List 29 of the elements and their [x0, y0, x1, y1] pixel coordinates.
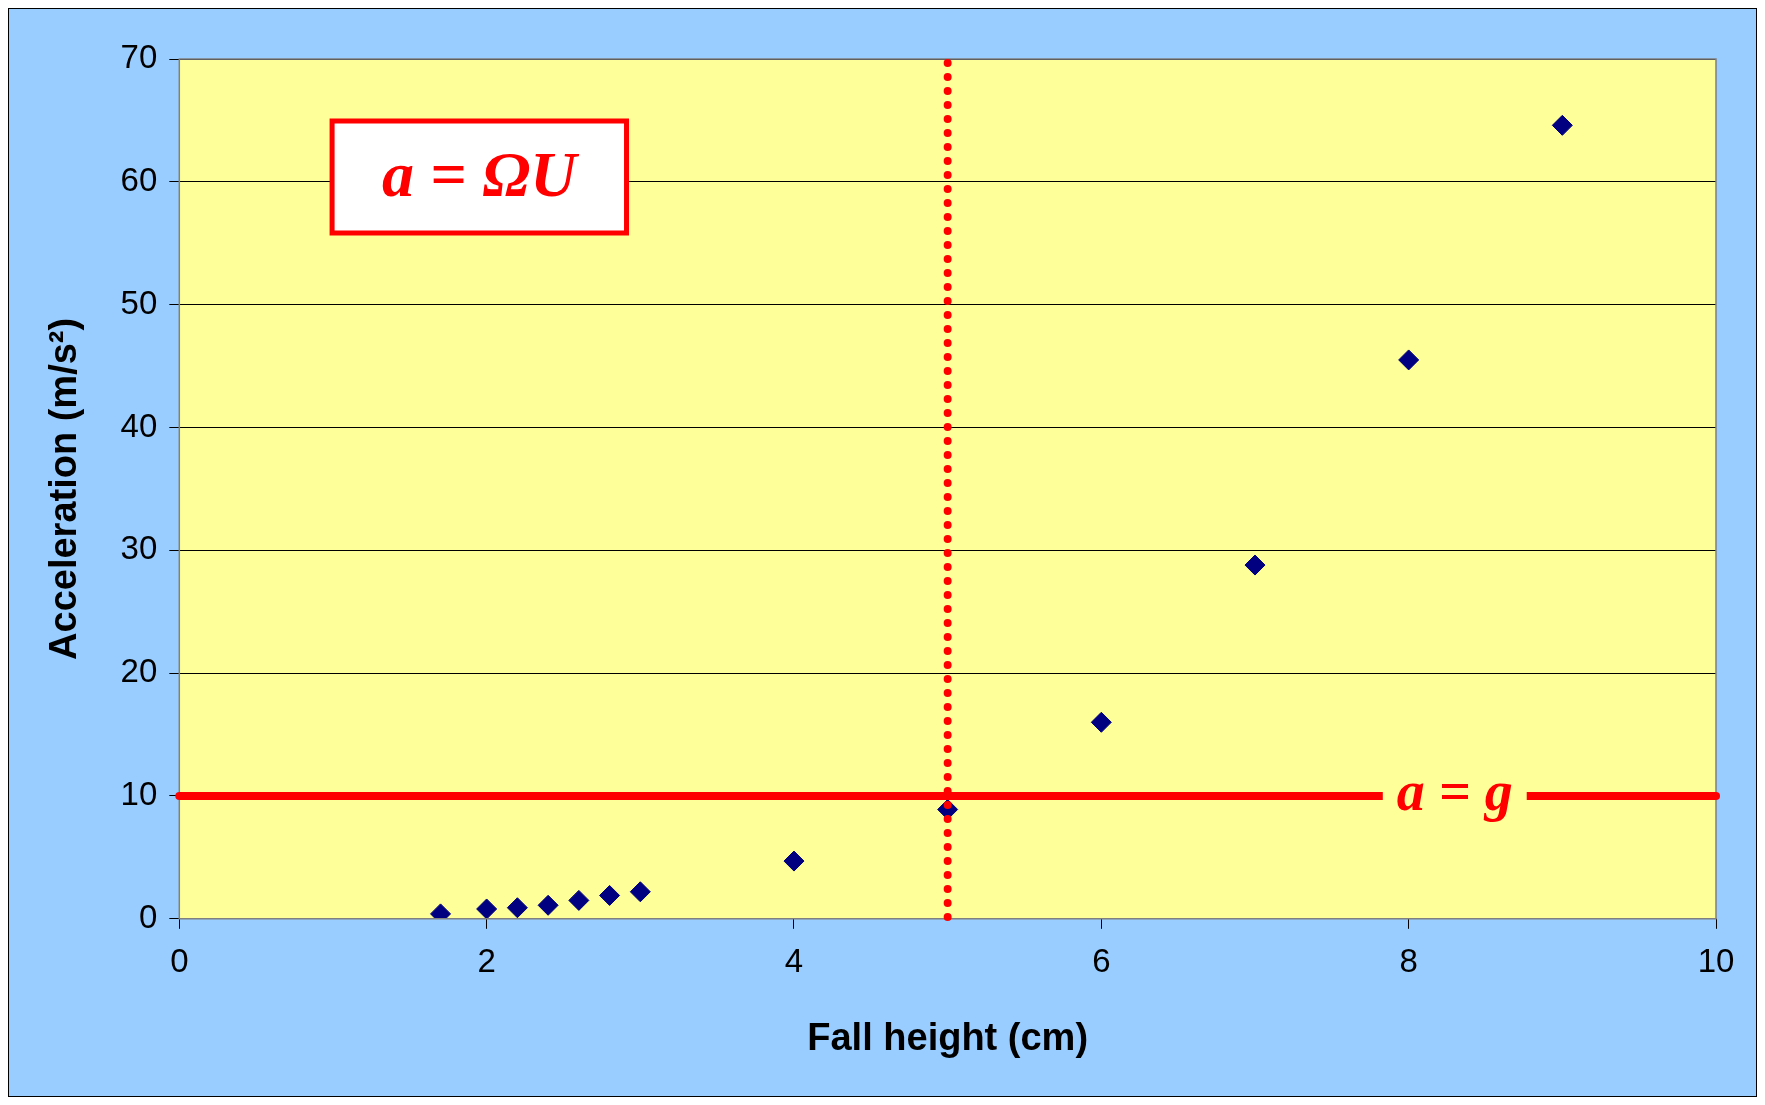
y-tick-label: 30	[120, 529, 158, 567]
annotation: a = ΩU	[382, 138, 580, 210]
point	[1090, 711, 1112, 733]
point	[537, 894, 559, 916]
y-tick-label: 40	[120, 406, 158, 444]
point	[599, 884, 621, 906]
point	[1398, 349, 1420, 371]
point	[1244, 554, 1266, 576]
y-tick-label: 20	[120, 652, 158, 690]
point	[506, 897, 528, 919]
x-tick-label: 4	[784, 941, 804, 979]
ref-line-label: a = g	[1396, 760, 1513, 823]
y-tick-label: 60	[120, 160, 158, 198]
x-tick-label: 2	[477, 941, 496, 979]
point	[783, 850, 805, 872]
y-tick-label: 0	[138, 897, 158, 935]
y-axis-title: Acceleration (m/s²)	[42, 317, 85, 660]
x-axis-title: Fall height (cm)	[807, 1015, 1089, 1058]
point	[1551, 114, 1573, 136]
y-tick-label: 10	[120, 775, 158, 813]
y-tick-label: 50	[120, 283, 158, 321]
x-tick-label: 10	[1697, 941, 1735, 979]
x-tick-label: 0	[170, 941, 189, 979]
x-tick-label: 8	[1399, 941, 1418, 979]
point	[568, 889, 590, 911]
x-tick-label: 6	[1092, 941, 1111, 979]
point	[629, 881, 651, 903]
y-tick-label: 70	[120, 38, 158, 76]
point	[476, 898, 498, 919]
